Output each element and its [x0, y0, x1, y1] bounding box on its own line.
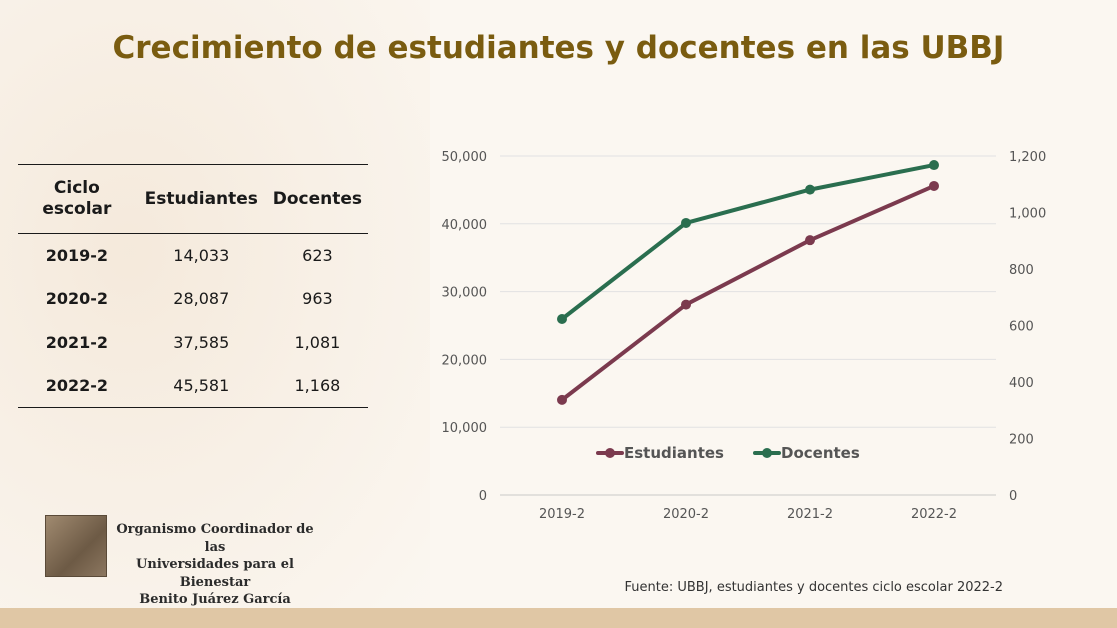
data-point-docentes [929, 160, 939, 171]
cell-year: 2021-2 [45, 332, 109, 352]
cell-year: 2020-2 [45, 289, 109, 309]
y-left-tick-label: 10,000 [442, 421, 488, 436]
cell-docentes: 1,168 [294, 376, 341, 395]
cell-estudiantes: 14,033 [173, 246, 230, 265]
y-right-tick-label: 400 [1009, 376, 1034, 391]
data-point-estudiantes [557, 394, 567, 405]
data-point-docentes [681, 217, 691, 228]
x-tick-label: 2019-2 [539, 507, 585, 522]
table-row: 2022-2 45,581 1,168 [18, 364, 368, 408]
organization-line-2: Universidades para el Bienestar [136, 557, 294, 590]
table-row: 2021-2 37,585 1,081 [18, 321, 368, 365]
cell-year: 2022-2 [45, 376, 109, 395]
y-left-tick-label: 30,000 [442, 286, 488, 301]
legend-label-docentes: Docentes [781, 444, 860, 462]
x-tick-label: 2022-2 [911, 507, 957, 522]
data-point-docentes [557, 314, 567, 325]
table-header-row: Ciclo escolar Estudiantes Docentes [18, 164, 368, 234]
header-ciclo: Ciclo escolar [42, 178, 112, 219]
y-right-tick-label: 1,200 [1009, 150, 1046, 165]
cell-year: 2019-2 [45, 246, 109, 265]
y-left-tick-label: 0 [479, 489, 487, 504]
data-point-estudiantes [681, 299, 691, 310]
cell-docentes: 623 [302, 246, 333, 265]
data-point-estudiantes [805, 235, 815, 246]
organization-line-1: Organismo Coordinador de las [116, 522, 314, 555]
table-row: 2020-2 28,087 963 [18, 277, 368, 321]
legend-label-estudiantes: Estudiantes [624, 444, 724, 462]
series-line-docentes [560, 163, 936, 322]
x-tick-label: 2021-2 [787, 507, 833, 522]
y-right-tick-label: 600 [1009, 320, 1034, 335]
y-right-tick-label: 200 [1009, 433, 1034, 448]
bottom-band [0, 608, 1117, 628]
data-table: Ciclo escolar Estudiantes Docentes 2019-… [18, 164, 368, 408]
cell-estudiantes: 28,087 [173, 289, 230, 309]
cell-docentes: 1,081 [294, 332, 341, 352]
organization-name: Organismo Coordinador de las Universidad… [115, 521, 315, 609]
y-left-tick-label: 50,000 [442, 150, 488, 165]
source-note: Fuente: UBBJ, estudiantes y docentes cic… [624, 580, 1003, 595]
table-row: 2019-2 14,033 623 [18, 234, 368, 278]
y-right-tick-label: 1,000 [1009, 207, 1046, 222]
organization-line-3: Benito Juárez García [139, 592, 291, 607]
x-tick-label: 2020-2 [663, 507, 709, 522]
y-right-tick-label: 0 [1009, 489, 1017, 504]
cell-estudiantes: 37,585 [173, 332, 230, 352]
y-left-tick-label: 20,000 [442, 353, 488, 368]
data-point-docentes [805, 184, 815, 195]
cell-estudiantes: 45,581 [173, 376, 230, 395]
legend-marker-docentes [762, 448, 772, 458]
data-point-estudiantes [929, 180, 939, 191]
cell-docentes: 963 [302, 289, 333, 309]
y-right-tick-label: 800 [1009, 263, 1034, 278]
header-docentes: Docentes [272, 188, 363, 209]
series-line-estudiantes [560, 183, 936, 402]
page-title: Crecimiento de estudiantes y docentes en… [112, 30, 1005, 66]
header-estudiantes: Estudiantes [144, 188, 258, 209]
organization-logo [45, 515, 107, 577]
legend-marker-estudiantes [605, 448, 615, 458]
y-left-tick-label: 40,000 [442, 218, 488, 233]
